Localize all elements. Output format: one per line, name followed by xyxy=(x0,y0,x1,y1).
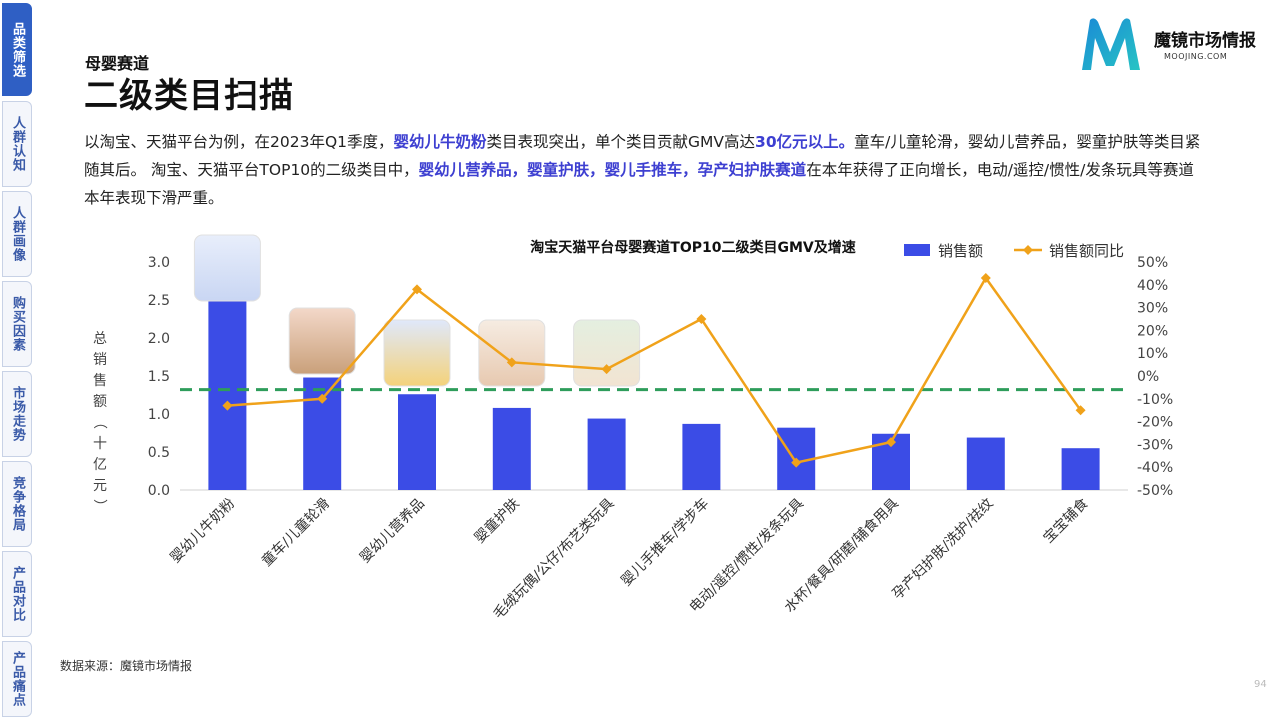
description-highlight: 婴幼儿营养品，婴童护肤，婴儿手推车，孕产妇护肤赛道 xyxy=(418,161,807,179)
growth-point xyxy=(222,400,233,411)
bar xyxy=(682,423,721,490)
kids-bike-thumbnail xyxy=(288,307,356,375)
growth-point xyxy=(601,364,612,375)
x-category-label: 婴幼儿营养品 xyxy=(357,496,428,567)
y2-tick-label: 10% xyxy=(1137,346,1168,362)
nav-tab-7[interactable]: 产品对比 xyxy=(2,551,32,637)
y-axis-label-char: 元 xyxy=(93,478,107,494)
legend-bar-swatch xyxy=(904,244,930,256)
nav-tab-8[interactable]: 产品痛点 xyxy=(2,641,32,717)
side-nav: 品类筛选人群认知人群画像购买因素市场走势竞争格局产品对比产品痛点 xyxy=(0,0,34,719)
description-highlight: 婴幼儿牛奶粉 xyxy=(393,133,487,151)
y-axis-label-char: 销 xyxy=(93,352,107,368)
y-axis-label-char: 售 xyxy=(93,373,107,389)
description-text: 类目表现突出，单个类目贡献GMV高达 xyxy=(486,133,756,151)
legend-bar-label: 销售额 xyxy=(938,242,983,260)
y-tick-label: 1.5 xyxy=(148,369,170,385)
page-number: 94 xyxy=(1254,679,1267,690)
nav-tab-1[interactable]: 品类筛选 xyxy=(2,3,32,96)
legend-line-label: 销售额同比 xyxy=(1049,242,1124,260)
legend-line-marker xyxy=(1023,245,1033,255)
y2-tick-label: 50% xyxy=(1137,255,1168,271)
x-category-label: 童车/儿童轮滑 xyxy=(258,495,333,570)
growth-point xyxy=(412,284,422,295)
nav-tab-4[interactable]: 购买因素 xyxy=(2,281,32,367)
bar xyxy=(398,394,436,490)
x-category-label: 孕产妇护肤/洗护/祛纹 xyxy=(889,495,997,603)
growth-point xyxy=(1075,405,1086,416)
growth-line xyxy=(227,275,1082,465)
chart-title: 淘宝天猫平台母婴赛道TOP10二级类目GMV及增速 xyxy=(530,239,855,256)
data-source: 数据来源：魔镜市场情报 xyxy=(60,659,193,673)
y-tick-label: 3.0 xyxy=(148,255,170,271)
y-tick-label: 2.5 xyxy=(148,293,170,309)
logo-name: 魔镜市场情报 xyxy=(1154,31,1256,51)
y2-tick-label: 40% xyxy=(1137,278,1168,294)
x-category-label: 婴童护肤 xyxy=(471,495,523,547)
y2-tick-label: -10% xyxy=(1137,392,1173,408)
x-category-label: 婴儿手推车/学步车 xyxy=(618,495,713,590)
gmv-combo-chart: 淘宝天猫平台母婴赛道TOP10二级类目GMV及增速 销售额 销售额同比0.00.51… xyxy=(91,234,1173,622)
growth-point xyxy=(886,437,896,448)
nutrition-product-thumbnail xyxy=(383,319,451,387)
description-text: 以淘宝、天猫平台为例，在2023年Q1季度， xyxy=(84,133,394,151)
y2-tick-label: 30% xyxy=(1137,301,1168,317)
moojing-m-icon xyxy=(1082,18,1140,70)
plush-toy-thumbnail xyxy=(573,319,641,387)
nav-tab-5[interactable]: 市场走势 xyxy=(2,371,32,457)
y2-tick-label: -20% xyxy=(1137,415,1173,431)
description-text: 在本年获得了正向增长，电动/遥控/惯性/发条玩具等赛道本年表现下滑严重。 xyxy=(84,161,1194,207)
description-paragraph: 以淘宝、天猫平台为例，在2023年Q1季度，婴幼儿牛奶粉类目表现突出，单个类目贡… xyxy=(84,128,1204,212)
y2-tick-label: -40% xyxy=(1137,460,1173,476)
y-axis-label-char: （ xyxy=(91,415,107,429)
x-category-label: 宝宝辅食 xyxy=(1040,495,1092,547)
y2-tick-label: -30% xyxy=(1137,437,1173,453)
nav-tab-3[interactable]: 人群画像 xyxy=(2,191,32,277)
y2-tick-label: 20% xyxy=(1137,323,1168,339)
description-text: 童车/儿童轮滑，婴幼儿营养品，婴童护肤等类目紧随其后。 淘宝、天猫平台TOP10… xyxy=(84,133,1201,179)
y-axis-label-char: 额 xyxy=(93,394,107,410)
skincare-product-thumbnail xyxy=(478,319,546,387)
growth-point xyxy=(506,357,517,368)
bar xyxy=(1061,448,1100,490)
section-label: 母婴赛道 xyxy=(85,54,150,73)
y-tick-label: 1.0 xyxy=(148,407,170,423)
nav-tab-2[interactable]: 人群认知 xyxy=(2,101,32,187)
y-axis-label-char: 十 xyxy=(93,436,107,452)
y-axis-label-char: ） xyxy=(91,499,107,513)
growth-point xyxy=(696,314,707,324)
y2-tick-label: -50% xyxy=(1137,483,1173,499)
nav-tab-6[interactable]: 竞争格局 xyxy=(2,461,32,547)
y-tick-label: 0.5 xyxy=(148,445,170,461)
growth-point xyxy=(317,393,328,404)
y-axis-label-char: 总 xyxy=(93,331,107,347)
y-axis-label-char: 亿 xyxy=(93,457,107,473)
bar xyxy=(966,437,1005,490)
growth-point xyxy=(980,272,991,283)
y-tick-label: 0.0 xyxy=(148,483,170,499)
growth-point xyxy=(791,457,802,468)
y-tick-label: 2.0 xyxy=(148,331,170,347)
x-category-label: 婴幼儿牛奶粉 xyxy=(168,496,239,567)
logo-subtitle: MOOJING.COM xyxy=(1164,52,1228,61)
y2-tick-label: 0% xyxy=(1137,369,1159,385)
milk-powder-thumbnail xyxy=(193,234,261,302)
page-title: 二级类目扫描 xyxy=(84,76,294,116)
description-highlight: 30亿元以上。 xyxy=(755,133,855,151)
moojing-logo: 魔镜市场情报 MOOJING.COM xyxy=(1076,14,1266,74)
bar xyxy=(587,418,626,490)
bar xyxy=(492,407,531,490)
